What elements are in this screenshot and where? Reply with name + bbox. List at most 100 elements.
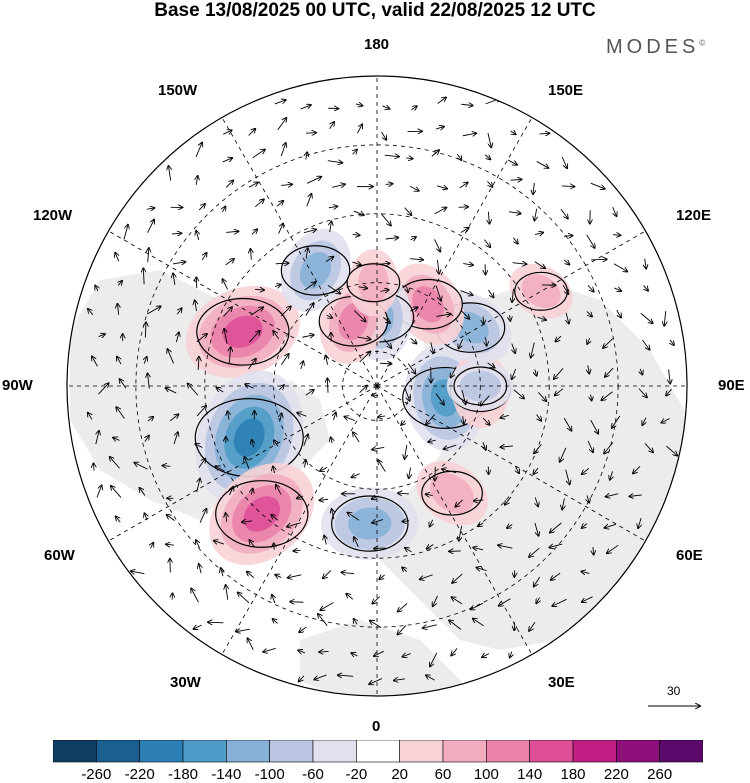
lon-label-90e: 90E	[718, 377, 745, 394]
wind-arrow	[168, 166, 170, 181]
wind-arrow	[561, 186, 575, 187]
wind-arrow	[590, 259, 607, 260]
copyright-mark: ©	[699, 38, 706, 48]
wind-arrow	[249, 540, 255, 548]
wind-arrow	[398, 603, 408, 611]
wind-arrow	[96, 431, 99, 445]
wind-arrow	[582, 596, 593, 602]
wind-arrow	[552, 598, 567, 606]
wind-arrow	[238, 592, 250, 604]
wind-arrow	[642, 417, 646, 425]
wind-arrow	[146, 208, 155, 209]
wind-arrow	[383, 317, 390, 323]
wind-arrow	[551, 572, 561, 580]
wind-arrow	[372, 596, 381, 604]
wind-arrow	[254, 199, 264, 208]
height-contour	[280, 245, 351, 296]
wind-arrow	[96, 485, 102, 498]
wind-arrow	[670, 339, 674, 345]
wind-arrow	[353, 310, 365, 321]
wind-arrow	[248, 129, 256, 136]
wind-arrow	[385, 238, 399, 239]
wind-arrow	[409, 467, 411, 479]
wind-arrow	[451, 648, 458, 655]
wind-arrow	[461, 104, 472, 105]
wind-arrow	[372, 496, 380, 499]
wind-arrow	[372, 520, 383, 523]
wind-arrow	[407, 286, 409, 293]
wind-arrow	[515, 465, 519, 473]
wind-arrow	[487, 133, 491, 147]
wind-arrow	[404, 207, 412, 216]
wind-arrow	[196, 176, 197, 185]
wind-arrow	[587, 440, 593, 452]
wind-arrow	[487, 362, 495, 368]
wind-arrow	[644, 443, 653, 452]
wind-arrow	[287, 522, 302, 527]
wind-arrow	[98, 383, 108, 395]
colorbar-segment	[486, 740, 530, 763]
wind-arrow	[643, 285, 648, 290]
wind-arrow	[98, 334, 105, 336]
wind-arrow	[534, 576, 541, 587]
wind-arrow	[196, 478, 200, 493]
wind-arrow	[385, 184, 393, 185]
wind-arrow	[327, 161, 343, 163]
africa-land	[300, 620, 470, 696]
wind-arrow	[198, 459, 205, 468]
wind-arrow	[148, 248, 149, 263]
wind-arrow	[372, 447, 385, 449]
wind-arrow	[560, 208, 568, 218]
wind-arrow	[483, 316, 484, 325]
wind-arrow	[384, 155, 399, 156]
wind-arrow	[341, 572, 355, 573]
wind-arrow	[280, 354, 288, 366]
wind-arrow	[536, 161, 549, 168]
wind-arrow	[274, 285, 281, 287]
wind-arrow	[131, 571, 145, 574]
wind-arrow	[510, 131, 516, 135]
wind-arrow	[629, 495, 642, 497]
colorbar-segment	[659, 740, 703, 763]
wind-arrow	[449, 620, 462, 630]
wind-arrow	[380, 290, 388, 292]
lon-label-90w: 90W	[2, 377, 33, 394]
lon-label-120e: 120E	[676, 207, 712, 224]
wind-arrow	[118, 281, 122, 286]
wind-arrow	[488, 211, 489, 224]
wind-arrow	[581, 571, 590, 573]
wind-arrow	[405, 445, 407, 459]
height-contour	[215, 480, 309, 548]
wind-arrow	[638, 518, 641, 528]
wind-arrow	[148, 373, 150, 389]
wind-arrow	[290, 602, 304, 603]
wind-arrow	[306, 177, 321, 184]
wind-arrow	[195, 444, 203, 447]
wind-arrow	[507, 524, 513, 528]
wind-arrow	[401, 421, 405, 425]
wind-arrow	[327, 378, 328, 393]
wind-arrow	[320, 602, 334, 610]
wind-arrow	[384, 339, 391, 348]
wind-arrow	[398, 493, 409, 494]
wind-arrow	[474, 500, 484, 501]
wind-arrow	[534, 261, 545, 269]
wind-arrow	[274, 100, 286, 105]
wind-arrow	[410, 237, 416, 240]
lon-label-30e: 30E	[548, 674, 575, 691]
wind-arrow	[328, 206, 338, 208]
wind-arrow	[488, 289, 493, 297]
wind-arrow	[529, 621, 536, 631]
wind-arrow	[435, 393, 444, 405]
wind-arrow	[537, 392, 546, 401]
wind-arrow	[275, 263, 289, 264]
wind-arrow	[332, 184, 345, 187]
wind-arrow	[435, 466, 436, 481]
colorbar-tick-label: 20	[391, 766, 408, 783]
wind-arrow	[535, 497, 538, 506]
wind-arrow	[352, 262, 361, 265]
wind-arrow	[555, 388, 564, 396]
wind-arrow	[473, 548, 484, 550]
wind-arrow	[512, 368, 517, 379]
